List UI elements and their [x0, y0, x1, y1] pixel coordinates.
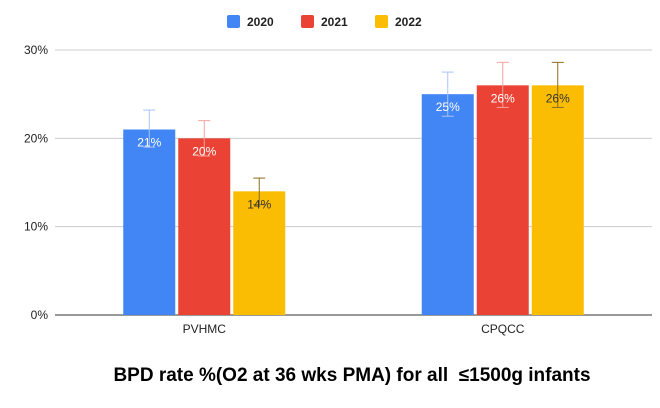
x-tick-label: CPQCC	[481, 322, 525, 336]
legend-label-2020: 2020	[247, 15, 274, 29]
data-label: 25%	[436, 100, 460, 114]
bar-2021-CPQCC	[476, 85, 529, 315]
legend-label-2022: 2022	[395, 15, 422, 29]
legend-swatch-2021	[301, 15, 314, 28]
legend-swatch-2022	[375, 15, 388, 28]
y-tick-label: 30%	[24, 43, 48, 57]
y-tick-label: 10%	[24, 220, 48, 234]
bar-2021-PVHMC	[178, 138, 231, 315]
legend-label-2021: 2021	[321, 15, 348, 29]
data-label: 21%	[137, 136, 161, 150]
bar-2020-PVHMC	[123, 129, 176, 315]
data-label: 26%	[546, 91, 570, 105]
y-tick-label: 20%	[24, 131, 48, 145]
data-label: 26%	[491, 91, 515, 105]
data-label: 14%	[247, 197, 271, 211]
x-tick-label: PVHMC	[183, 322, 227, 336]
y-tick-label: 0%	[31, 308, 49, 322]
bar-2020-CPQCC	[421, 94, 474, 316]
bar-2022-PVHMC	[233, 191, 286, 315]
bar-2022-CPQCC	[531, 85, 584, 315]
legend-swatch-2020	[227, 15, 240, 28]
chart-title: BPD rate %(O2 at 36 wks PMA) for all ≤15…	[113, 365, 591, 386]
data-label: 20%	[192, 144, 216, 158]
